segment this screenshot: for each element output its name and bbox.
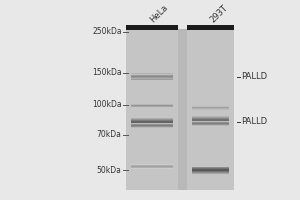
Bar	[131, 125, 173, 126]
Bar	[192, 107, 229, 108]
Bar	[131, 121, 173, 122]
Text: 70kDa: 70kDa	[97, 130, 122, 139]
Bar	[131, 79, 173, 80]
Bar	[192, 121, 229, 122]
Bar	[131, 119, 173, 120]
Bar	[131, 126, 173, 127]
Bar	[131, 75, 173, 76]
Bar	[131, 77, 173, 78]
Bar	[131, 74, 173, 75]
Bar	[131, 78, 173, 79]
Bar	[131, 122, 173, 123]
Bar	[192, 118, 229, 119]
Bar	[131, 107, 173, 108]
Bar	[192, 120, 229, 121]
Bar	[192, 121, 229, 122]
Bar	[131, 75, 173, 76]
Bar	[192, 173, 229, 174]
Bar	[187, 25, 234, 30]
Bar	[131, 123, 173, 124]
Bar	[192, 108, 229, 109]
Bar	[192, 124, 229, 125]
Bar	[131, 165, 173, 166]
Bar	[192, 106, 229, 107]
Bar	[192, 171, 229, 172]
Bar	[192, 125, 229, 126]
Bar	[131, 167, 173, 168]
Bar	[192, 123, 229, 124]
Text: 150kDa: 150kDa	[92, 68, 122, 77]
Bar	[131, 123, 173, 124]
Text: HeLa: HeLa	[148, 3, 170, 24]
Bar	[131, 77, 173, 78]
Bar	[131, 73, 173, 74]
Bar	[192, 169, 229, 170]
Bar	[187, 29, 234, 190]
Bar	[131, 105, 173, 106]
Text: PALLD: PALLD	[241, 117, 267, 126]
Bar	[131, 124, 173, 125]
Bar	[131, 74, 173, 75]
Bar	[126, 29, 234, 190]
Text: PALLD: PALLD	[241, 72, 267, 81]
Bar	[126, 29, 178, 190]
Bar	[131, 164, 173, 165]
Bar	[192, 122, 229, 123]
Bar	[131, 76, 173, 77]
Bar	[192, 167, 229, 168]
Bar	[192, 117, 229, 118]
Bar	[131, 76, 173, 77]
Bar	[131, 168, 173, 169]
Text: 250kDa: 250kDa	[92, 27, 122, 36]
Bar	[131, 78, 173, 79]
Bar	[192, 119, 229, 120]
Bar	[192, 172, 229, 173]
Bar	[192, 123, 229, 124]
Bar	[192, 116, 229, 117]
Text: 50kDa: 50kDa	[97, 166, 122, 175]
Bar	[131, 166, 173, 167]
Bar	[131, 106, 173, 107]
Bar	[131, 104, 173, 105]
Bar	[192, 170, 229, 171]
Bar	[131, 118, 173, 119]
Bar	[126, 25, 178, 30]
Bar	[192, 109, 229, 110]
Bar	[131, 124, 173, 125]
Text: 293T: 293T	[208, 3, 230, 24]
Text: 100kDa: 100kDa	[92, 100, 122, 109]
Bar	[131, 127, 173, 128]
Bar	[192, 122, 229, 123]
Bar	[131, 120, 173, 121]
Bar	[192, 168, 229, 169]
